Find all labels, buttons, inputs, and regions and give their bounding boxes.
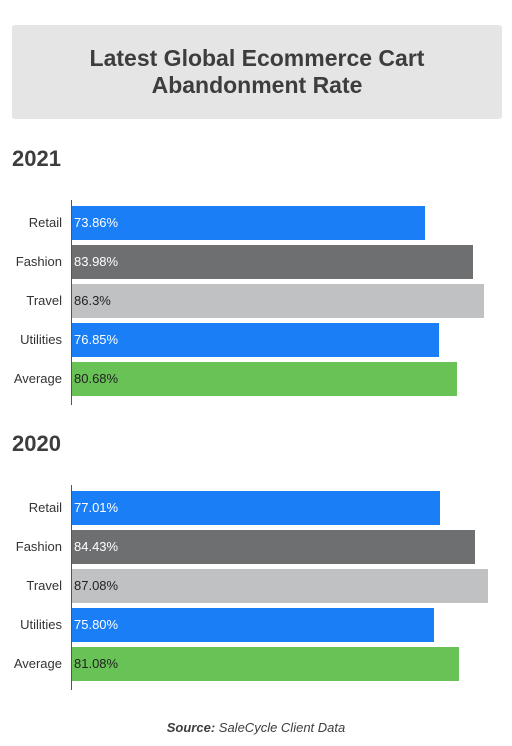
bar-average	[72, 362, 458, 396]
year-2020-heading: 2020	[12, 431, 61, 456]
value-label-travel: 87.08%	[74, 578, 119, 593]
category-label-fashion: Fashion	[15, 254, 62, 269]
value-label-retail: 73.86%	[74, 215, 119, 230]
value-label-utilities: 76.85%	[74, 332, 119, 347]
value-label-utilities: 75.80%	[74, 617, 119, 632]
bar-fashion	[72, 530, 475, 564]
year-2021-heading: 2021	[12, 146, 61, 171]
value-label-average: 81.08%	[74, 656, 119, 671]
source-text: SaleCycle Client Data	[218, 720, 346, 735]
category-label-retail: Retail	[28, 500, 62, 515]
bar-travel	[72, 569, 488, 603]
category-label-travel: Travel	[26, 293, 62, 308]
bar-retail	[72, 206, 425, 240]
bar-utilities	[72, 608, 434, 642]
y-axis-line	[71, 485, 72, 690]
chart-2020: Retail 77.01% Fashion 84.43% Travel 87.08% Uti…	[0, 485, 512, 705]
value-label-fashion: 84.43%	[74, 539, 119, 554]
value-label-average: 80.68%	[74, 371, 119, 386]
bar-retail	[72, 491, 440, 525]
category-label-retail: Retail	[28, 215, 62, 230]
value-label-retail: 77.01%	[74, 500, 119, 515]
category-label-travel: Travel	[26, 578, 62, 593]
category-label-fashion: Fashion	[15, 539, 62, 554]
source-note: Source: SaleCycle Client Data	[0, 720, 512, 735]
source-prefix: Source:	[166, 720, 216, 735]
category-label-average: Average	[13, 371, 62, 386]
y-axis-line	[71, 200, 72, 405]
value-label-fashion: 83.98%	[74, 254, 119, 269]
category-label-utilities: Utilities	[20, 617, 62, 632]
bar-fashion	[72, 245, 473, 279]
title-banner: Latest Global Ecommerce Cart Abandonment…	[12, 25, 502, 119]
chart-2021: Retail 73.86% Fashion 83.98% Travel 86.3% Util…	[0, 200, 512, 420]
category-label-average: Average	[13, 656, 62, 671]
chart-title: Latest Global Ecommerce Cart Abandonment…	[89, 45, 425, 98]
bar-travel	[72, 284, 484, 318]
category-label-utilities: Utilities	[20, 332, 62, 347]
bar-utilities	[72, 323, 439, 357]
bar-average	[72, 647, 459, 681]
value-label-travel: 86.3%	[74, 293, 111, 308]
